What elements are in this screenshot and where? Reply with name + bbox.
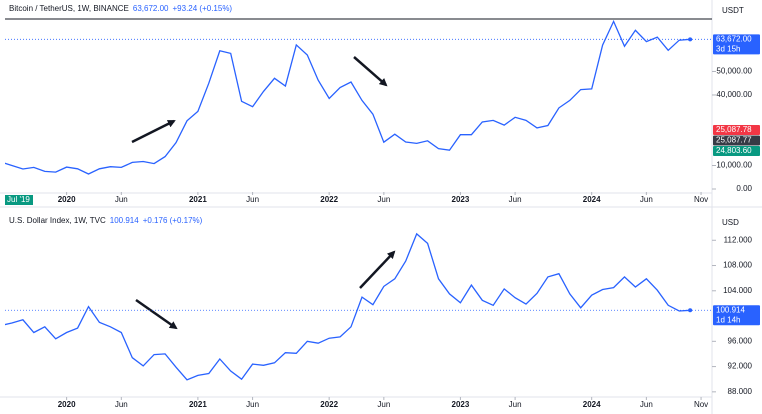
y-tick-label: 10,000.00	[716, 161, 752, 170]
x-tick-label: Jun	[115, 400, 128, 409]
last-point	[688, 308, 693, 313]
x-tick-label: 2022	[320, 400, 338, 409]
y-tick-label: 112.000	[724, 235, 753, 244]
x-tick-label: Jun	[640, 400, 653, 409]
price-tag	[713, 125, 760, 136]
arrow	[135, 298, 178, 330]
y-tick-label: 50,000.00	[716, 67, 752, 76]
x-tick-label: 2024	[583, 400, 601, 409]
y-tick-label: 108.000	[723, 261, 752, 270]
price-change: +93.24 (+0.15%)	[173, 4, 233, 13]
y-tick-label: 0.00	[736, 184, 752, 193]
price-line	[5, 19, 691, 175]
y-tick-label: 104.000	[723, 286, 752, 295]
currency-label: USDT	[722, 6, 744, 15]
arrow	[359, 250, 396, 289]
price-tag-countdown: 1d 14h	[716, 315, 740, 324]
price-tag	[713, 305, 760, 326]
x-tick-label: 2021	[189, 400, 207, 409]
cursor-date-label: Jul '19	[7, 195, 30, 204]
x-tick-label: 2023	[452, 400, 470, 409]
x-tick-label: Jun	[246, 195, 259, 204]
currency-label: USD	[722, 218, 739, 227]
price-tag-label: 25,087.77	[716, 136, 752, 145]
x-tick-label: 2020	[58, 400, 76, 409]
y-tick-label: 40,000.00	[716, 90, 752, 99]
price-tag	[713, 146, 760, 157]
x-tick-label: Jun	[640, 195, 653, 204]
y-tick-label: 92.000	[728, 362, 753, 371]
last-price: 63,672.00	[133, 4, 169, 13]
cursor-date-tag	[5, 195, 33, 205]
price-tag	[713, 34, 760, 55]
price-tag	[713, 135, 760, 146]
price-tag-label: 24,803.60	[716, 146, 752, 155]
x-tick-label: Jun	[377, 400, 390, 409]
plot	[5, 232, 693, 381]
price-change: +0.176 (+0.17%)	[143, 216, 203, 225]
x-tick-label: 2020	[58, 195, 76, 204]
last-price: 100.914	[110, 216, 139, 225]
x-tick-label: 2024	[583, 195, 601, 204]
symbol-title: U.S. Dollar Index, 1W, TVC	[9, 216, 106, 225]
x-tick-label: Jun	[509, 400, 522, 409]
legend-header: U.S. Dollar Index, 1W, TVC 100.914 +0.176 …	[9, 216, 203, 225]
x-tick-label: 2022	[320, 195, 338, 204]
plot	[5, 19, 693, 175]
symbol-title: Bitcoin / TetherUS, 1W, BINANCE	[9, 4, 129, 13]
x-tick-label: Jun	[115, 195, 128, 204]
arrow	[131, 119, 176, 144]
legend-header: Bitcoin / TetherUS, 1W, BINANCE 63,672.00…	[9, 4, 232, 13]
x-tick-label: Jun	[246, 400, 259, 409]
y-tick-label: 88.000	[728, 387, 753, 396]
arrow	[353, 56, 388, 87]
x-tick-label: Jun	[377, 195, 390, 204]
price-tag-countdown: 3d 15h	[716, 44, 740, 53]
x-tick-label: Jun	[509, 195, 522, 204]
price-tag-label: 100.914	[716, 305, 745, 314]
last-point	[688, 37, 693, 42]
x-tick-label: Nov	[694, 195, 708, 204]
x-tick-label: 2023	[452, 195, 470, 204]
x-tick-label: Nov	[694, 400, 708, 409]
y-tick-label: 96.000	[728, 336, 753, 345]
price-line	[5, 232, 691, 381]
price-tag-label: 25,087.78	[716, 125, 752, 134]
price-tag-label: 63,672.00	[716, 34, 752, 43]
x-tick-label: 2021	[189, 195, 207, 204]
